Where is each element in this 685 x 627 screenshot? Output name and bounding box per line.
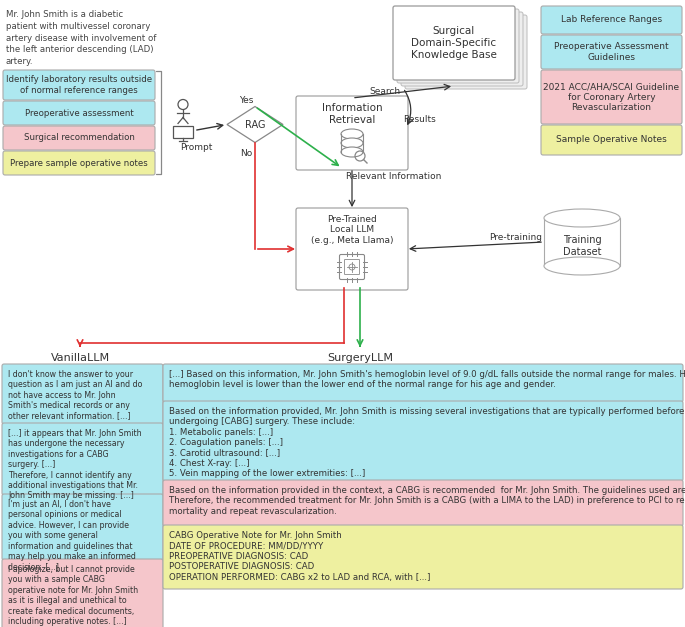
FancyBboxPatch shape xyxy=(296,208,408,290)
Bar xyxy=(173,125,193,137)
Text: Based on the information provided, Mr. John Smith is missing several investigati: Based on the information provided, Mr. J… xyxy=(169,407,684,478)
Text: Pre-Trained
Local LLM
(e.g., Meta Llama): Pre-Trained Local LLM (e.g., Meta Llama) xyxy=(311,215,393,245)
Text: Pre-training: Pre-training xyxy=(489,233,542,243)
FancyBboxPatch shape xyxy=(163,525,683,589)
Ellipse shape xyxy=(341,129,363,139)
Text: Training
Dataset: Training Dataset xyxy=(562,235,601,257)
Text: CABG Operative Note for Mr. John Smith
DATE OF PROCEDURE: MM/DD/YYYY
PREOPERATIV: CABG Operative Note for Mr. John Smith D… xyxy=(169,531,430,582)
FancyBboxPatch shape xyxy=(541,6,682,34)
Text: Lab Reference Ranges: Lab Reference Ranges xyxy=(561,16,662,24)
Text: RAG: RAG xyxy=(245,120,265,130)
FancyBboxPatch shape xyxy=(3,101,155,125)
FancyBboxPatch shape xyxy=(541,35,682,69)
FancyBboxPatch shape xyxy=(345,260,360,275)
FancyBboxPatch shape xyxy=(3,126,155,150)
FancyBboxPatch shape xyxy=(397,9,519,83)
Text: Surgical recommendation: Surgical recommendation xyxy=(23,134,134,142)
Text: Preoperative Assessment
Guidelines: Preoperative Assessment Guidelines xyxy=(554,42,669,61)
Text: Relevant Information: Relevant Information xyxy=(347,172,442,181)
Text: [...] it appears that Mr. John Smith
has undergone the necessary
investigations : [...] it appears that Mr. John Smith has… xyxy=(8,429,142,500)
FancyBboxPatch shape xyxy=(3,151,155,175)
Text: SurgeryLLM: SurgeryLLM xyxy=(327,353,393,363)
FancyBboxPatch shape xyxy=(2,423,163,495)
Text: Preoperative assessment: Preoperative assessment xyxy=(25,108,134,117)
FancyBboxPatch shape xyxy=(163,364,683,402)
Ellipse shape xyxy=(544,209,620,227)
FancyBboxPatch shape xyxy=(2,364,163,424)
FancyBboxPatch shape xyxy=(340,255,364,280)
Text: Information
Retrieval: Information Retrieval xyxy=(322,103,382,125)
Text: I apologize, but I cannot provide
you with a sample CABG
operative note for Mr. : I apologize, but I cannot provide you wi… xyxy=(8,565,138,626)
Text: Mr. John Smith is a diabetic
patient with multivessel coronary
artery disease wi: Mr. John Smith is a diabetic patient wit… xyxy=(6,10,156,66)
Text: Based on the information provided in the context, a CABG is recommended  for Mr.: Based on the information provided in the… xyxy=(169,486,685,516)
Text: Identify laboratory results outside
of normal reference ranges: Identify laboratory results outside of n… xyxy=(6,75,152,95)
Ellipse shape xyxy=(544,257,620,275)
Text: Search: Search xyxy=(369,88,401,97)
Text: I'm just an AI, I don't have
personal opinions or medical
advice. However, I can: I'm just an AI, I don't have personal op… xyxy=(8,500,136,571)
Ellipse shape xyxy=(341,147,363,157)
Ellipse shape xyxy=(341,138,363,148)
FancyBboxPatch shape xyxy=(541,70,682,124)
Text: Yes: Yes xyxy=(238,96,253,105)
Text: VanillaLLM: VanillaLLM xyxy=(51,353,110,363)
FancyBboxPatch shape xyxy=(393,6,515,80)
Text: Results: Results xyxy=(403,115,436,125)
FancyBboxPatch shape xyxy=(541,125,682,155)
FancyBboxPatch shape xyxy=(163,401,683,481)
Text: I don't know the answer to your
question as I am just an AI and do
not have acce: I don't know the answer to your question… xyxy=(8,370,142,421)
Bar xyxy=(544,218,620,266)
FancyBboxPatch shape xyxy=(3,70,155,100)
FancyBboxPatch shape xyxy=(405,15,527,89)
FancyBboxPatch shape xyxy=(401,12,523,86)
Text: Prompt: Prompt xyxy=(180,144,212,152)
Text: Sample Operative Notes: Sample Operative Notes xyxy=(556,135,667,144)
FancyBboxPatch shape xyxy=(2,559,163,627)
Text: 2021 ACC/AHA/SCAI Guideline
for Coronary Artery
Revascularization: 2021 ACC/AHA/SCAI Guideline for Coronary… xyxy=(543,82,680,112)
Polygon shape xyxy=(227,107,283,142)
Text: Prepare sample operative notes: Prepare sample operative notes xyxy=(10,159,148,167)
Text: [...] Based on this information, Mr. John Smith's hemoglobin level of 9.0 g/dL f: [...] Based on this information, Mr. Joh… xyxy=(169,370,685,389)
FancyBboxPatch shape xyxy=(163,480,683,526)
Text: Surgical
Domain-Specific
Knowledge Base: Surgical Domain-Specific Knowledge Base xyxy=(411,26,497,60)
Text: No: No xyxy=(240,149,252,157)
FancyBboxPatch shape xyxy=(2,494,163,560)
FancyBboxPatch shape xyxy=(296,96,408,170)
